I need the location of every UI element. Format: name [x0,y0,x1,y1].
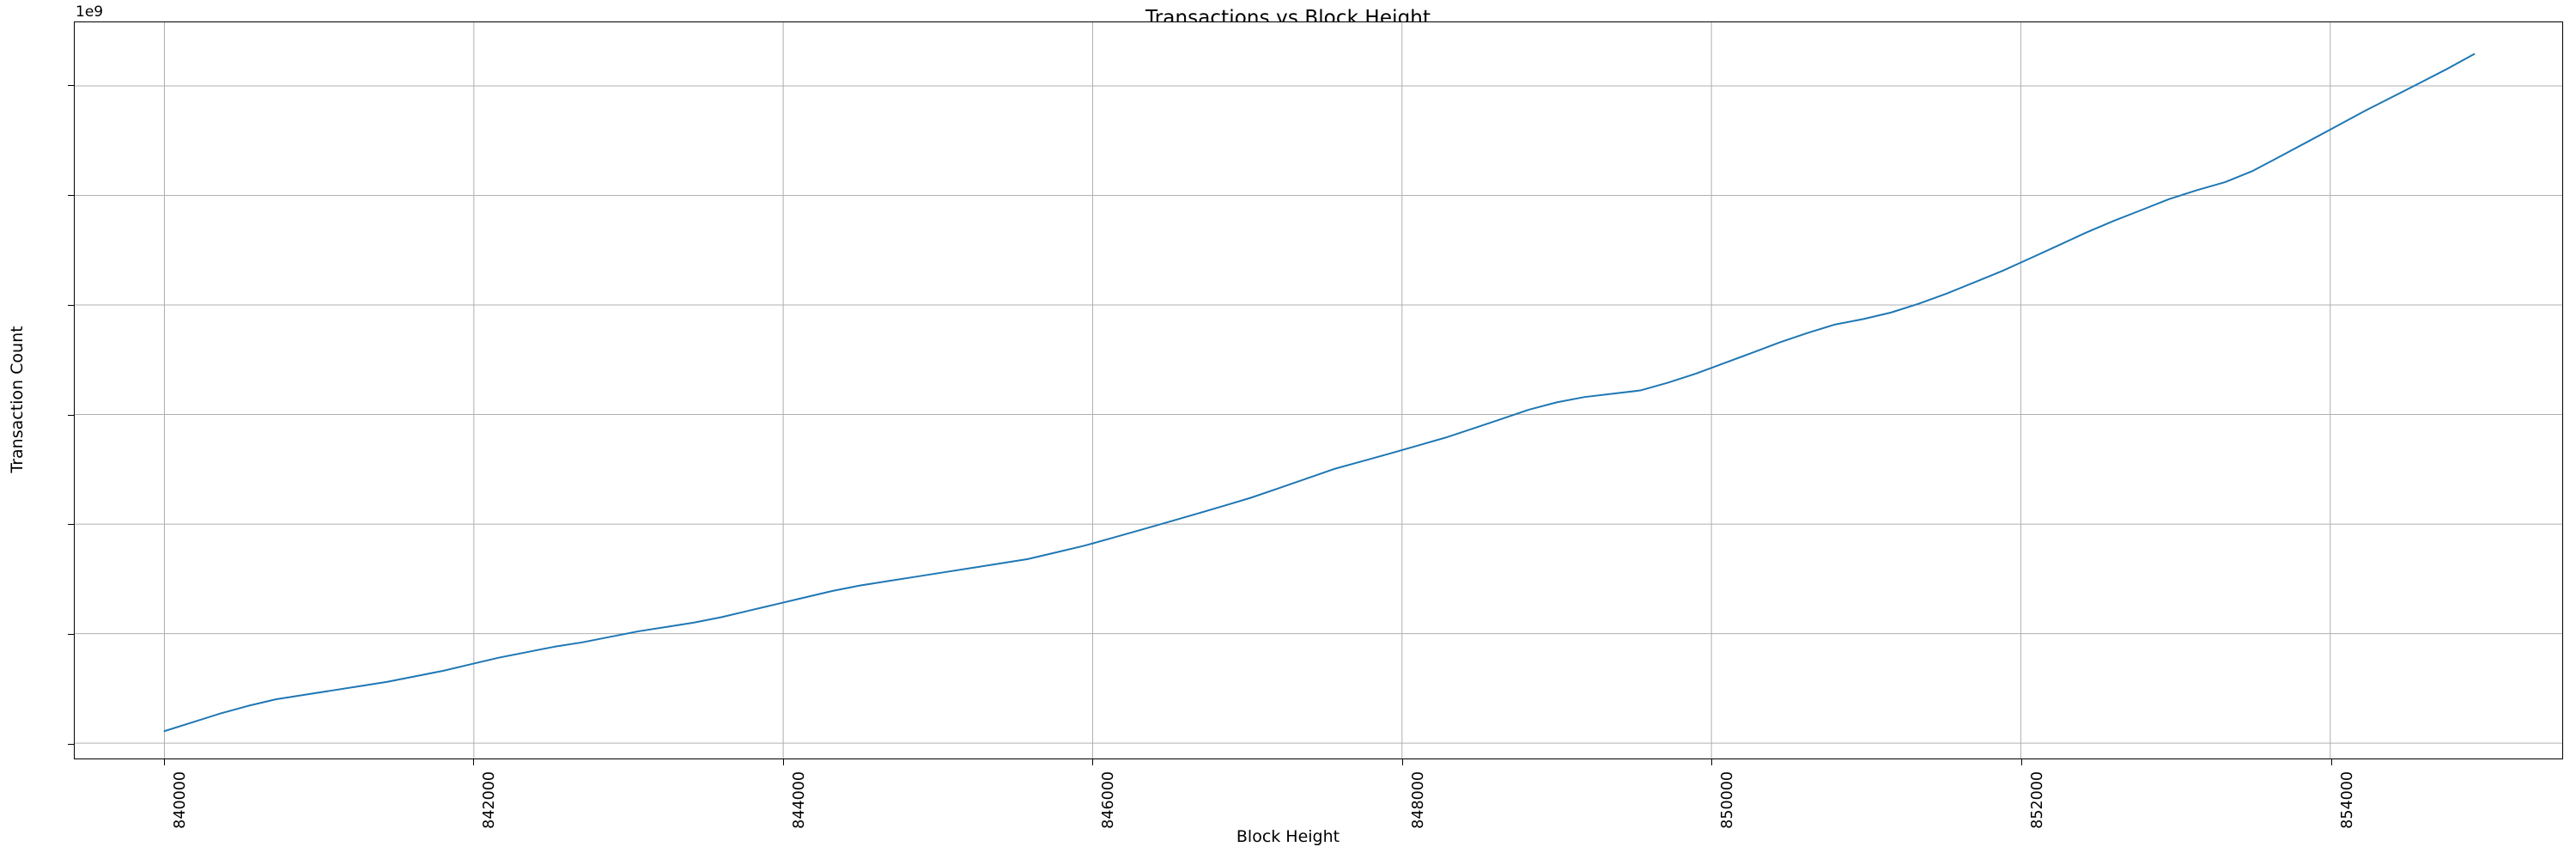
x-tick-label: 846000 [1100,771,1118,829]
x-tick-label: 844000 [790,771,808,829]
y-axis-offset-label: 1e9 [76,3,104,21]
x-tick-mark [2020,759,2022,765]
x-tick-mark [1092,759,1094,765]
y-tick-mark [68,194,74,196]
x-tick-label: 848000 [1409,771,1427,829]
y-tick-mark [68,634,74,636]
x-tick-label: 850000 [1719,771,1737,829]
x-axis-label: Block Height [1236,827,1340,846]
y-axis-label: Transaction Count [8,326,27,473]
y-tick-mark [68,414,74,416]
y-tick-mark [68,744,74,746]
x-tick-mark [782,759,784,765]
y-tick-mark [68,524,74,526]
x-tick-label: 854000 [2338,771,2356,829]
x-tick-mark [473,759,475,765]
x-tick-mark [2330,759,2332,765]
gridlines [75,22,2562,758]
x-tick-mark [163,759,165,765]
x-tick-mark [1401,759,1403,765]
y-tick-mark [68,85,74,87]
y-tick-mark [68,304,74,306]
data-line-layer [75,22,2562,758]
x-tick-label: 840000 [171,771,189,829]
x-tick-label: 852000 [2028,771,2046,829]
x-tick-label: 842000 [481,771,499,829]
plot-area [74,21,2563,759]
x-tick-mark [1711,759,1713,765]
data-line-transaction-count [164,54,2474,731]
